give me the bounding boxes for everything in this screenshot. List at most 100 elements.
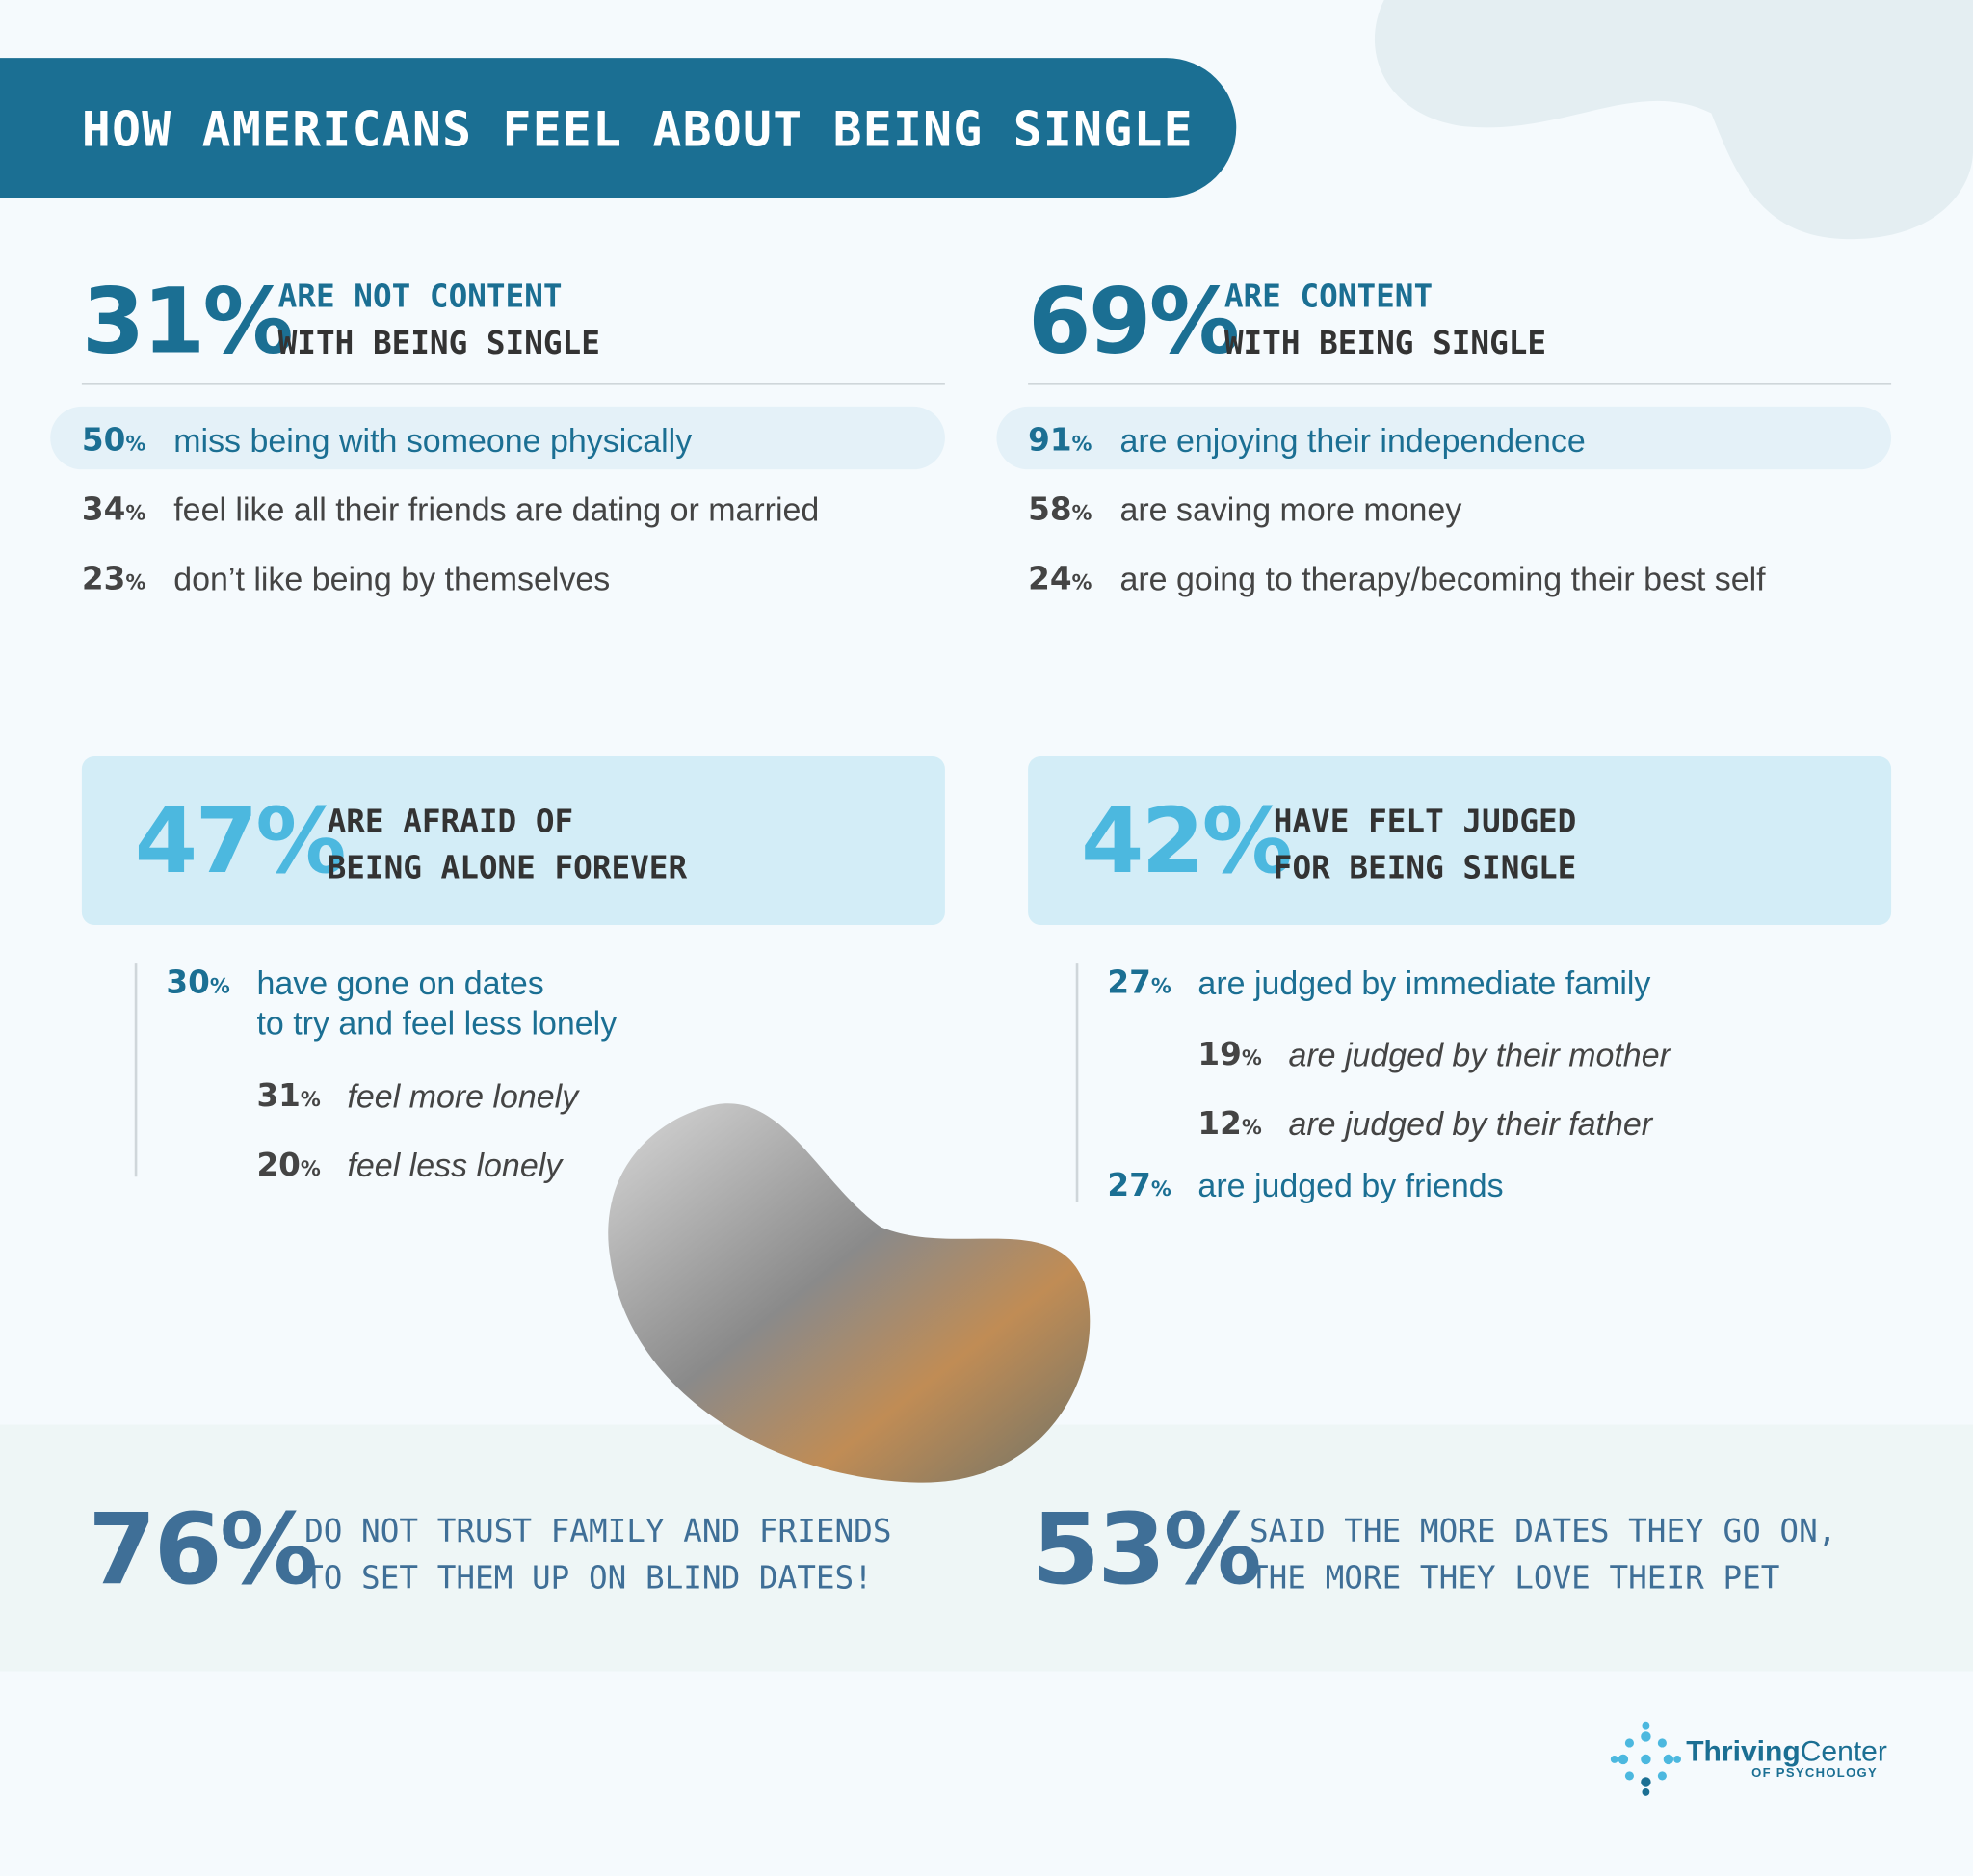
label-line: BEING ALONE FOREVER [327, 849, 688, 886]
unit: % [1071, 500, 1092, 525]
text-line: have gone on dates [256, 964, 544, 1002]
stat-unit: % [1201, 787, 1293, 894]
stat-unit: % [1163, 1493, 1262, 1607]
label-line: WITH BEING SINGLE [277, 324, 600, 361]
percent: 50% [82, 420, 145, 464]
number: 27 [1107, 964, 1151, 1001]
stat-label: HAVE FELT JUDGED FOR BEING SINGLE [1274, 798, 1577, 891]
label-line: FOR BEING SINGLE [1273, 849, 1577, 886]
stat-unit: % [255, 787, 346, 894]
number: 23 [81, 560, 126, 597]
stat: 76% [88, 1500, 318, 1600]
stat-label: ARE CONTENT WITH BEING SINGLE [1224, 273, 1546, 366]
row-highlight [50, 406, 945, 470]
unit: % [1150, 973, 1171, 998]
label-line: ARE NOT CONTENT [277, 277, 563, 315]
stat: 47% [135, 790, 347, 890]
label-line: SAID THE MORE DATES THEY GO ON, [1249, 1512, 1837, 1549]
unit: % [125, 569, 146, 595]
photo [608, 1103, 1091, 1483]
number: 34 [81, 490, 126, 528]
unit: % [125, 431, 146, 456]
stat-label: ARE NOT CONTENT WITH BEING SINGLE [278, 273, 600, 366]
stat: 31% [81, 268, 294, 374]
label-line: THE MORE THEY LOVE THEIR PET [1249, 1559, 1780, 1597]
percent: 31% [256, 1076, 320, 1121]
stat-unit: % [1148, 268, 1240, 374]
stat-label: SAID THE MORE DATES THEY GO ON, THE MORE … [1250, 1508, 1836, 1601]
number: 20 [256, 1146, 301, 1183]
percent: 27% [1107, 1165, 1171, 1209]
number: 12 [1197, 1104, 1242, 1142]
text-line: to try and feel less lonely [256, 1004, 618, 1043]
item-text: miss being with someone physically [173, 421, 693, 460]
label-line: HAVE FELT JUDGED [1273, 803, 1577, 840]
row-highlight [996, 406, 1892, 470]
percent: 19% [1197, 1035, 1261, 1079]
label-line: ARE AFRAID OF [327, 803, 574, 840]
stat-label: ARE AFRAID OF BEING ALONE FOREVER [328, 798, 688, 891]
unit: % [1241, 1115, 1262, 1140]
percent: 58% [1028, 489, 1092, 534]
stat-number: 76 [88, 1493, 222, 1607]
number: 27 [1107, 1166, 1151, 1203]
stat-number: 47 [134, 787, 258, 894]
item-text: are going to therapy/becoming their best… [1119, 560, 1766, 598]
number: 91 [1028, 421, 1072, 459]
percent: 30% [166, 963, 229, 1007]
unit: % [209, 973, 230, 998]
number: 50 [81, 421, 126, 459]
unit: % [300, 1087, 321, 1112]
unit: % [1071, 431, 1092, 456]
stat-number: 53 [1032, 1493, 1166, 1607]
stat-number: 42 [1080, 787, 1204, 894]
percent: 20% [256, 1146, 320, 1190]
number: 24 [1028, 560, 1072, 597]
stat-label: DO NOT TRUST FAMILY AND FRIENDS TO SET TH… [304, 1508, 891, 1601]
percent: 34% [82, 489, 145, 534]
percent: 24% [1028, 559, 1092, 603]
percent: 12% [1197, 1103, 1261, 1148]
title: HOW AMERICANS FEEL ABOUT BEING SINGLE [81, 101, 1194, 158]
header-bar [0, 58, 1237, 198]
logo-tagline: OF PSYCHOLOGY [1751, 1766, 1879, 1782]
item-text: feel more lonely [347, 1077, 579, 1116]
stat: 53% [1032, 1500, 1262, 1600]
item-text: are judged by friends [1197, 1166, 1504, 1204]
item-text: are judged by their father [1288, 1104, 1653, 1143]
item-text: have gone on dates to try and feel less l… [256, 963, 617, 1044]
label-line: ARE CONTENT [1223, 277, 1434, 315]
number: 58 [1028, 490, 1072, 528]
item-text: don’t like being by themselves [173, 560, 611, 598]
item-text: are judged by their mother [1288, 1035, 1670, 1074]
number: 30 [166, 964, 210, 1001]
stat-number: 69 [1028, 268, 1151, 374]
item-text: are saving more money [1119, 490, 1462, 529]
stat-unit: % [202, 268, 294, 374]
percent: 27% [1107, 963, 1171, 1007]
stat: 42% [1081, 790, 1293, 890]
stat-number: 31 [81, 268, 205, 374]
item-text: feel like all their friends are dating o… [173, 490, 820, 529]
blob [1374, 0, 1973, 240]
percent: 23% [82, 559, 145, 603]
unit: % [300, 1156, 321, 1181]
logo-bold: Thriving [1686, 1733, 1801, 1767]
label-line: TO SET THEM UP ON BLIND DATES! [304, 1559, 873, 1597]
number: 19 [1197, 1035, 1242, 1072]
label-line: WITH BEING SINGLE [1223, 324, 1547, 361]
unit: % [1241, 1045, 1262, 1070]
number: 31 [256, 1077, 301, 1114]
stat-unit: % [219, 1493, 318, 1607]
unit: % [1071, 569, 1092, 595]
logo-light: Center [1800, 1733, 1887, 1767]
logo-name: ThrivingCenter [1686, 1734, 1887, 1767]
item-text: are judged by immediate family [1197, 964, 1651, 1002]
label-line: DO NOT TRUST FAMILY AND FRIENDS [304, 1512, 892, 1549]
item-text: are enjoying their independence [1119, 421, 1586, 460]
stat: 69% [1028, 268, 1240, 374]
percent: 91% [1028, 420, 1092, 464]
